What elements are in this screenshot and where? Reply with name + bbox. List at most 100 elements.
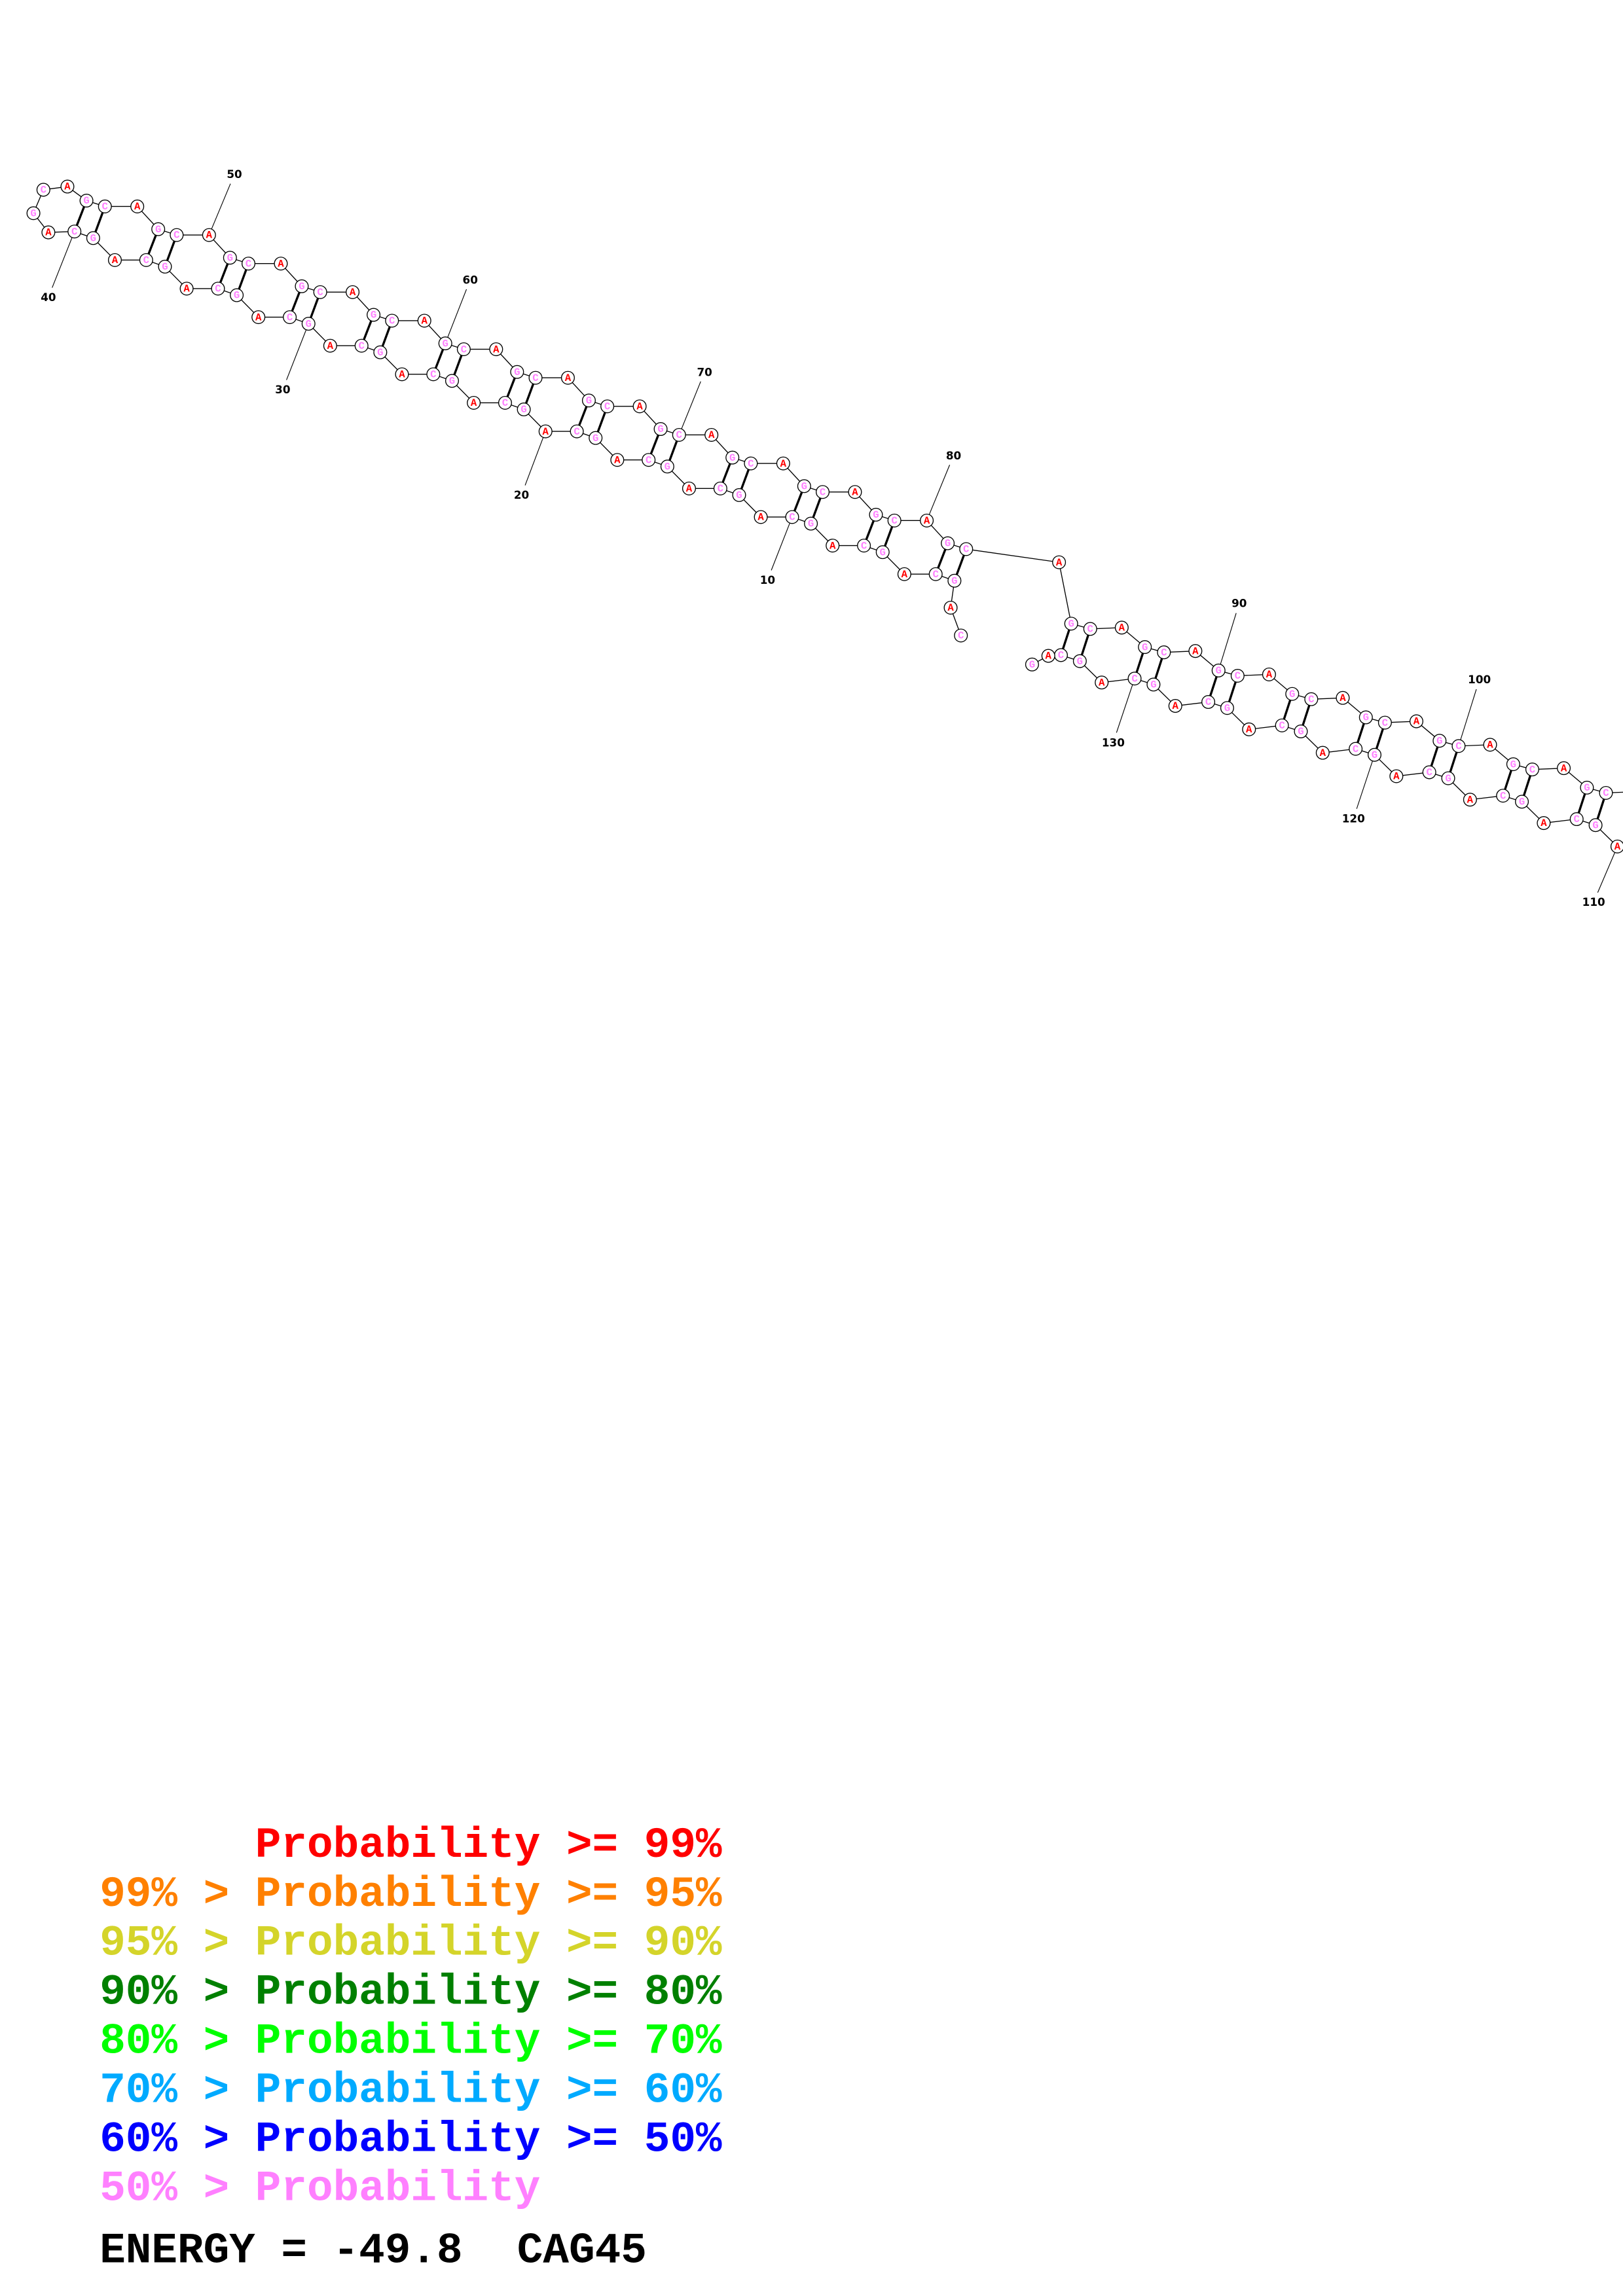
backbone-lines bbox=[33, 186, 1623, 848]
nucleotide-circle bbox=[776, 456, 790, 471]
nucleotide-circle bbox=[385, 314, 399, 328]
nucleotide-circle bbox=[797, 479, 811, 493]
nucleotide-a: A bbox=[1262, 667, 1276, 681]
nucleotide-letter: A bbox=[852, 486, 858, 498]
nucleotide-letter: A bbox=[780, 458, 787, 470]
nucleotide-a: A bbox=[1389, 769, 1404, 783]
nucleotide-letter: G bbox=[1445, 773, 1451, 785]
nucleotide-circle bbox=[1157, 645, 1171, 660]
nucleotide-letter: C bbox=[41, 185, 46, 196]
nucleotide-letter: C bbox=[359, 340, 365, 352]
nucleotide-letter: G bbox=[234, 290, 240, 302]
nucleotide-letter: A bbox=[565, 372, 572, 384]
nucleotide-letter: A bbox=[543, 426, 549, 438]
nucleotide-circle bbox=[1025, 657, 1039, 672]
nucleotide-letter: G bbox=[514, 367, 520, 378]
base-pair-lines bbox=[73, 200, 1607, 826]
nucleotide-circle bbox=[1285, 687, 1300, 701]
nucleotide-letter: A bbox=[1046, 651, 1052, 662]
position-tick-line bbox=[678, 381, 701, 435]
nucleotide-a: A bbox=[632, 399, 647, 414]
nucleotide-circle bbox=[1095, 675, 1109, 690]
nucleotide-letter: A bbox=[686, 483, 693, 495]
nucleotide-letter: A bbox=[636, 401, 643, 413]
nucleotide-circle bbox=[456, 342, 471, 357]
nucleotide-letter: G bbox=[520, 404, 526, 416]
nucleotide-g: G bbox=[1138, 640, 1152, 655]
nucleotide-circle bbox=[1569, 812, 1584, 827]
nucleotide-g: G bbox=[223, 251, 237, 265]
nucleotide-c: C bbox=[1053, 648, 1068, 662]
nucleotide-g: G bbox=[1294, 724, 1308, 739]
nucleotide-letter: C bbox=[430, 369, 436, 381]
nucleotide-circle bbox=[467, 395, 481, 410]
nucleotide-letter: C bbox=[1500, 790, 1506, 802]
backbone-bond bbox=[966, 548, 1059, 563]
nucleotide-letter: G bbox=[90, 232, 96, 244]
nucleotide-a: A bbox=[1168, 699, 1182, 713]
nucleotide-letter: A bbox=[350, 287, 356, 298]
nucleotide-letter: A bbox=[399, 369, 405, 381]
nucleotide-g: G bbox=[1367, 747, 1382, 762]
nucleotide-letter: G bbox=[227, 252, 233, 264]
nucleotide-letter: C bbox=[389, 315, 395, 327]
nucleotide-a: A bbox=[826, 539, 840, 553]
nucleotide-letter: C bbox=[1353, 744, 1359, 755]
nucleotide-g: G bbox=[1146, 677, 1161, 692]
nucleotide-c: C bbox=[785, 510, 799, 524]
nucleotide-circle bbox=[60, 179, 75, 194]
nucleotide-circle bbox=[653, 422, 668, 437]
nucleotide-circle bbox=[1304, 692, 1319, 706]
nucleotide-circle bbox=[1610, 839, 1623, 853]
nucleotide-letter: G bbox=[593, 433, 598, 444]
nucleotide-circle bbox=[1409, 714, 1423, 728]
position-tick-line bbox=[208, 183, 231, 236]
nucleotide-circle bbox=[373, 345, 388, 359]
nucleotide-letter: C bbox=[1603, 787, 1609, 799]
nucleotide-circle bbox=[1262, 667, 1276, 681]
nucleotide-letter: C bbox=[287, 312, 293, 323]
nucleotide-circle bbox=[713, 481, 727, 495]
nucleotide-c: C bbox=[1422, 765, 1436, 780]
nucleotide-circle bbox=[725, 450, 740, 465]
nucleotide-letter: G bbox=[736, 490, 742, 501]
nucleotide-circle bbox=[560, 370, 575, 385]
nucleotide-circle bbox=[139, 253, 153, 267]
nucleotide-letter: C bbox=[102, 201, 108, 213]
nucleotide-letter: C bbox=[1058, 650, 1064, 662]
nucleotide-circle bbox=[1515, 795, 1529, 809]
nucleotide-g: G bbox=[445, 374, 459, 388]
nucleotide-letter: C bbox=[718, 483, 723, 495]
nucleotide-circle bbox=[230, 288, 244, 302]
nucleotide-g: G bbox=[875, 545, 890, 560]
position-label: 40 bbox=[41, 291, 56, 304]
nucleotide-circle bbox=[1422, 765, 1436, 780]
nucleotide-circle bbox=[274, 257, 288, 271]
nucleotide-g: G bbox=[941, 536, 955, 550]
nucleotide-letter: A bbox=[471, 397, 477, 409]
nucleotide-letter: G bbox=[1372, 749, 1377, 761]
nucleotide-letter: G bbox=[155, 224, 161, 236]
nucleotide-a: A bbox=[897, 567, 911, 581]
nucleotide-circle bbox=[1275, 718, 1289, 732]
nucleotide-letter: C bbox=[1205, 696, 1211, 708]
probability-legend: Probability >= 99% 99% > Probability >= … bbox=[100, 1821, 722, 2214]
nucleotide-circle bbox=[1242, 722, 1256, 736]
nucleotide-g: G bbox=[589, 431, 603, 445]
nucleotide-letter: G bbox=[586, 395, 592, 407]
nucleotide-circle bbox=[1441, 771, 1455, 785]
nucleotide-circle bbox=[1294, 724, 1308, 739]
nucleotide-a: A bbox=[346, 285, 360, 299]
nucleotide-a: A bbox=[848, 485, 862, 499]
nucleotide-letter: C bbox=[604, 401, 610, 413]
nucleotide-letter: C bbox=[1426, 767, 1432, 779]
nucleotide-letter: C bbox=[143, 255, 149, 266]
nucleotide-c: C bbox=[928, 567, 943, 581]
nucleotide-circle bbox=[943, 600, 958, 615]
nucleotide-circle bbox=[704, 427, 719, 442]
nucleotide-letter: C bbox=[215, 283, 221, 295]
nucleotide-letter: G bbox=[1584, 782, 1590, 794]
nucleotide-c: C bbox=[456, 342, 471, 357]
nucleotide-circle bbox=[1389, 769, 1404, 783]
